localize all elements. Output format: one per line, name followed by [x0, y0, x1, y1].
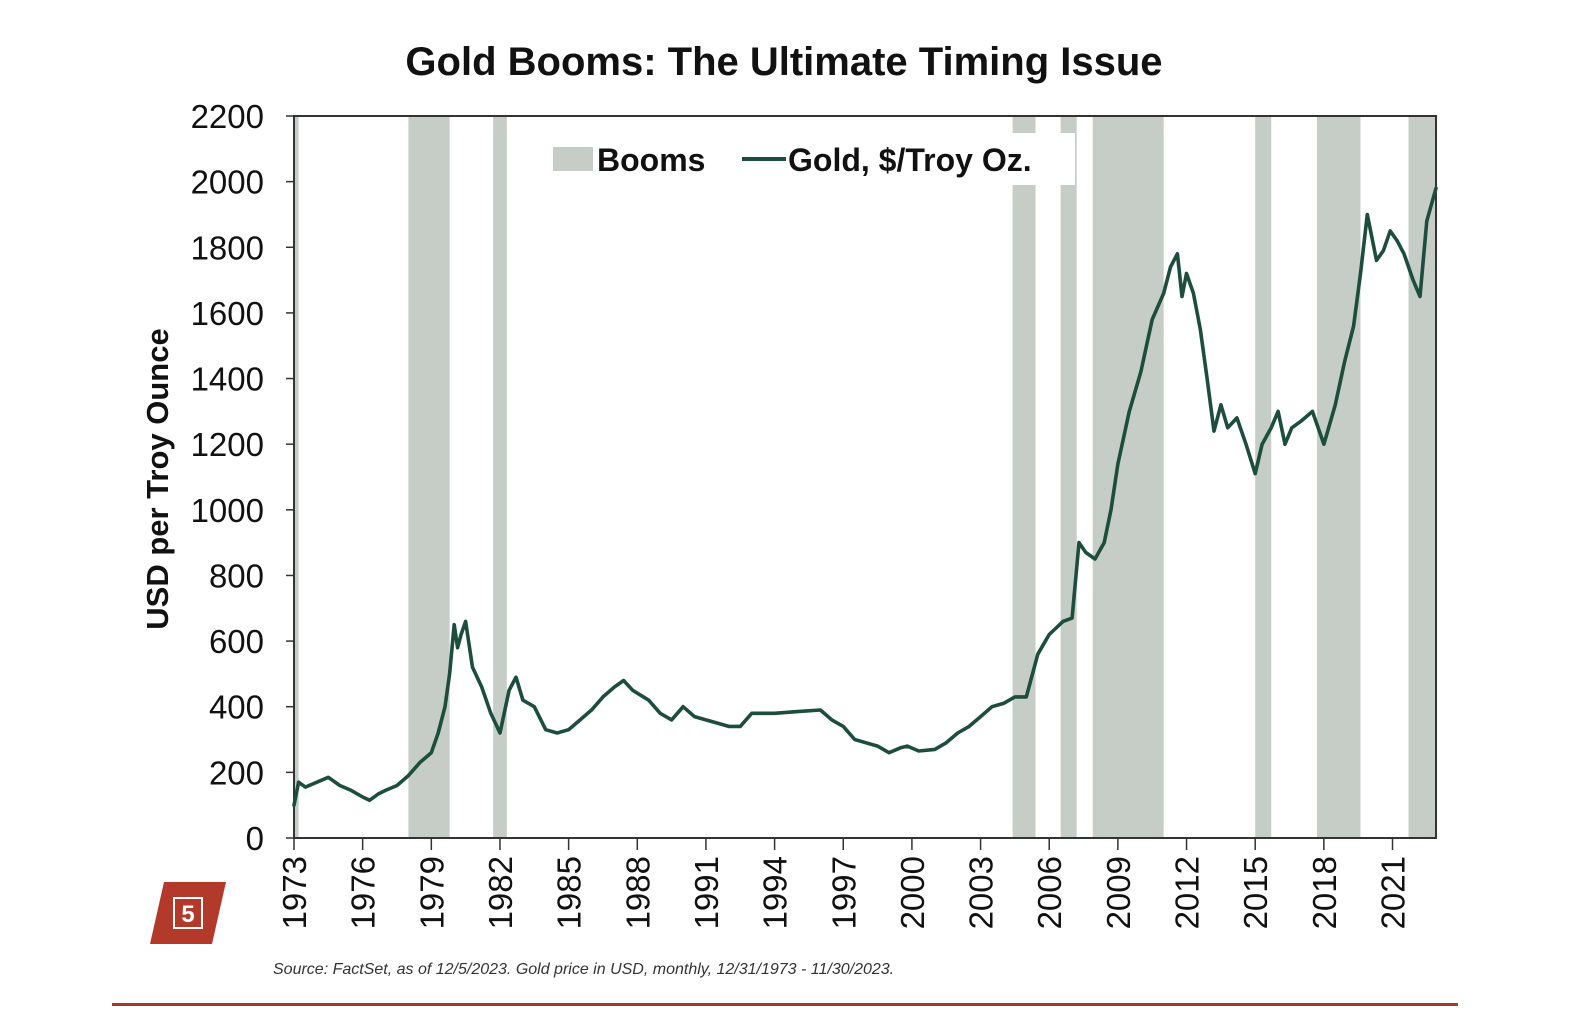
legend-swatch-booms: [553, 147, 593, 171]
x-tick-label: 2021: [1375, 856, 1412, 929]
boom-band: [408, 116, 450, 838]
legend-background: [535, 133, 1075, 185]
x-tick-label: 1982: [482, 856, 519, 929]
chart-title: Gold Booms: The Ultimate Timing Issue: [405, 40, 1162, 84]
x-tick-label: 2018: [1306, 856, 1343, 929]
x-tick-label: 1979: [413, 856, 450, 929]
legend: Booms Gold, $/Troy Oz.: [553, 142, 1032, 178]
badge-shape: [150, 882, 226, 944]
boom-band: [493, 116, 507, 838]
x-tick-label: 1988: [619, 856, 656, 929]
y-tick-label: 1200: [191, 426, 264, 463]
y-axis: 0 200 400 600 800 1000 1200 1400 1600 1800 2000 220…: [191, 98, 294, 857]
y-tick-label: 1000: [191, 492, 264, 529]
x-axis: 1973 1976 1979 1982 1985 1988 1991 1994 1997 2000…: [276, 838, 1412, 929]
source-note: Source: FactSet, as of 12/5/2023. Gold p…: [273, 961, 894, 978]
boom-bands: [294, 116, 1436, 838]
boom-band: [1408, 116, 1436, 838]
footer-rule: [112, 1003, 1458, 1006]
legend-box: [535, 133, 1075, 185]
x-tick-label: 2000: [894, 856, 931, 929]
x-tick-label: 2003: [963, 856, 1000, 929]
y-tick-label: 1800: [191, 229, 264, 266]
legend-label-gold: Gold, $/Troy Oz.: [788, 142, 1032, 178]
series-line-gold: [292, 186, 1438, 807]
x-tick-label: 1994: [757, 856, 794, 929]
x-tick-label: 1973: [276, 856, 313, 929]
y-tick-label: 200: [209, 754, 264, 791]
boom-band: [1012, 116, 1036, 838]
y-tick-label: 2000: [191, 164, 264, 201]
y-tick-label: 2200: [191, 98, 264, 135]
x-tick-label: 1985: [551, 856, 588, 929]
plot-frame: [293, 115, 1437, 839]
y-tick-label: 1600: [191, 295, 264, 332]
x-tick-label: 2009: [1100, 856, 1137, 929]
boom-band: [1316, 116, 1361, 838]
x-tick-label: 2015: [1237, 856, 1274, 929]
x-tick-label: 1997: [825, 856, 862, 929]
y-axis-label: USD per Troy Ounce: [140, 328, 175, 629]
x-tick-label: 2006: [1031, 856, 1068, 929]
boom-band: [1092, 116, 1164, 838]
y-tick-label: 800: [209, 557, 264, 594]
y-tick-label: 0: [246, 820, 264, 857]
legend-label-booms: Booms: [597, 142, 705, 178]
page-number-badge: 5: [150, 882, 226, 944]
boom-band: [1060, 116, 1077, 838]
y-tick-label: 1400: [191, 361, 264, 398]
page-number: 5: [181, 901, 194, 928]
boom-band: [294, 116, 299, 838]
x-tick-label: 1976: [345, 856, 382, 929]
x-tick-label: 2012: [1169, 856, 1206, 929]
x-tick-label: 1991: [688, 856, 725, 929]
y-tick-label: 600: [209, 623, 264, 660]
boom-band: [1255, 116, 1272, 838]
y-tick-label: 400: [209, 689, 264, 726]
badge-box: [173, 897, 203, 929]
